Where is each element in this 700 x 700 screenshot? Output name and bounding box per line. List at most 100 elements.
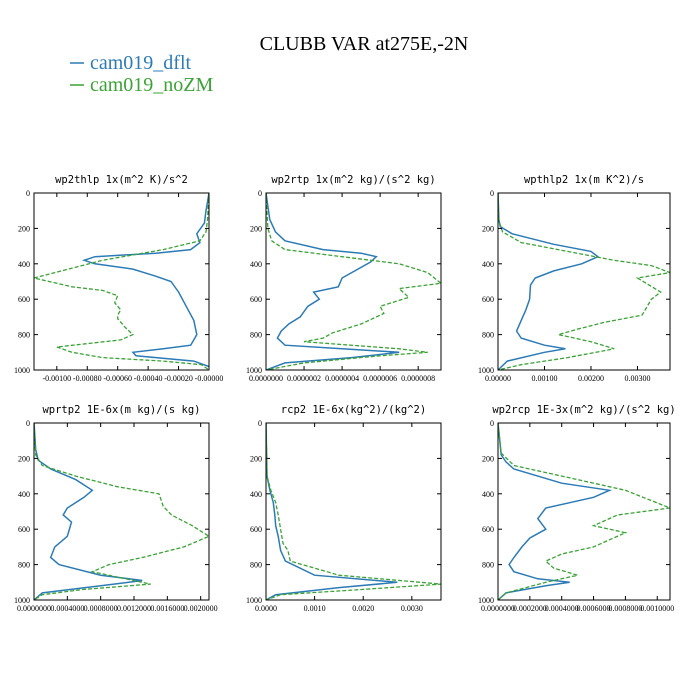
x-tick-label: 0.0000000: [481, 604, 515, 613]
x-tick-label: 0.0004000: [545, 604, 579, 613]
y-tick-label: 800: [250, 331, 262, 340]
series-line-dflt: [266, 423, 398, 600]
x-tick-label: 0.0010000: [640, 604, 674, 613]
x-tick-label: 0.0008000: [84, 604, 118, 613]
panel-2: wp2rtp 1x(m^2 kg)/(s^2 kg) 0 200 400 600 800 1…: [246, 174, 442, 383]
series-line-nozm: [34, 193, 209, 370]
plot-frame: [33, 192, 210, 371]
x-tick-label: -0.00000: [195, 374, 224, 383]
y-tick-label: 1000: [246, 366, 262, 375]
y-tick-label: 0: [258, 419, 262, 428]
y-tick-label: 600: [18, 295, 30, 304]
legend-label-nozm: cam019_noZM: [90, 74, 214, 96]
x-tick-label: 0.0000002: [287, 374, 321, 383]
plot-frame: [497, 422, 671, 601]
series-line-dflt: [498, 423, 613, 600]
panel-6: wp2rcp 1E-3x(m^2 kg)/(s^2 kg) 0 200 400 600 8…: [478, 404, 676, 613]
series-line-nozm: [498, 423, 670, 600]
panel-4: wprtp2 1E-6x(m kg)/(s kg) 0 200 400 600 800 10…: [14, 404, 218, 613]
series-line-dflt: [266, 193, 400, 370]
y-tick-label: 800: [18, 331, 30, 340]
x-tick-label: 0.0000000: [17, 604, 51, 613]
y-tick-label: 1000: [14, 596, 30, 605]
series-line-dflt: [81, 193, 209, 368]
x-tick-label: -0.00020: [164, 374, 193, 383]
x-tick-label: 0.0004000: [50, 604, 84, 613]
panel-title: rcp2 1E-6x(kg^2)/(kg^2): [281, 404, 426, 416]
x-tick-label: -0.00100: [42, 374, 71, 383]
x-tick-label: -0.00060: [103, 374, 132, 383]
y-tick-label: 200: [250, 224, 262, 233]
x-tick-label: 0.00100: [531, 374, 557, 383]
panel-title: wp2thlp 1x(m^2 K)/s^2: [55, 174, 188, 186]
x-tick-label: 0.0000000: [249, 374, 283, 383]
x-tick-label: 0.0020: [352, 604, 374, 613]
plot-frame: [497, 192, 671, 371]
x-tick-label: 0.0002000: [513, 604, 547, 613]
y-tick-label: 200: [18, 454, 30, 463]
x-tick-label: 0.0006000: [577, 604, 611, 613]
y-tick-label: 0: [490, 419, 494, 428]
figure-title: CLUBB VAR at275E,-2N: [260, 33, 469, 55]
series-line-nozm: [34, 423, 209, 600]
y-tick-label: 0: [26, 419, 30, 428]
y-tick-label: 800: [18, 561, 30, 570]
x-tick-label: 0.0020000: [184, 604, 218, 613]
y-tick-label: 200: [250, 454, 262, 463]
y-tick-label: 1000: [246, 596, 262, 605]
plot-frame: [33, 422, 210, 601]
x-tick-label: 0.0012000: [117, 604, 151, 613]
y-tick-label: 400: [18, 260, 30, 269]
x-tick-label: 0.00300: [624, 374, 650, 383]
plot-frame: [265, 422, 442, 601]
y-tick-label: 800: [250, 561, 262, 570]
panel-title: wpthlp2 1x(m K^2)/s: [524, 174, 644, 186]
y-tick-label: 400: [250, 490, 262, 499]
y-tick-label: 1000: [478, 366, 494, 375]
y-tick-label: 600: [250, 295, 262, 304]
y-tick-label: 200: [18, 224, 30, 233]
y-tick-label: 0: [490, 189, 494, 198]
series-line-dflt: [498, 193, 600, 370]
x-tick-label: 0.0000004: [325, 374, 359, 383]
legend-label-dflt: cam019_dflt: [90, 52, 192, 74]
x-tick-label: 0.00000: [485, 374, 511, 383]
x-tick-label: 0.0008000: [608, 604, 642, 613]
series-line-dflt: [34, 423, 143, 600]
panel-title: wp2rtp 1x(m^2 kg)/(s^2 kg): [271, 174, 435, 186]
x-tick-label: 0.0016000: [150, 604, 184, 613]
x-tick-label: 0.0000008: [401, 374, 435, 383]
x-tick-label: 0.00200: [578, 374, 604, 383]
y-tick-label: 800: [482, 331, 494, 340]
y-tick-label: 0: [26, 189, 30, 198]
x-tick-label: 0.0010: [304, 604, 326, 613]
y-tick-label: 600: [482, 295, 494, 304]
y-tick-label: 1000: [14, 366, 30, 375]
y-tick-label: 400: [482, 260, 494, 269]
panel-3: wpthlp2 1x(m K^2)/s020040060080010000.00…: [478, 174, 671, 383]
x-tick-label: -0.00080: [73, 374, 102, 383]
y-tick-label: 600: [482, 525, 494, 534]
y-tick-label: 800: [482, 561, 494, 570]
panel-title: wp2rcp 1E-3x(m^2 kg)/(s^2 kg): [492, 404, 675, 416]
y-tick-label: 200: [482, 224, 494, 233]
y-tick-label: 400: [482, 490, 494, 499]
series-line-nozm: [498, 193, 670, 370]
x-tick-label: -0.00040: [134, 374, 163, 383]
y-tick-label: 1000: [478, 596, 494, 605]
panel-5: rcp2 1E-6x(kg^2)/(kg^2) 0 200 400 600 800 1000…: [246, 404, 442, 613]
x-tick-label: 0.0030: [401, 604, 423, 613]
panel-1: wp2thlp 1x(m^2 K)/s^2 0 200 400 600 800 1000 -0…: [14, 174, 223, 383]
y-tick-label: 600: [18, 525, 30, 534]
series-line-nozm: [266, 423, 441, 600]
x-tick-label: 0.0000006: [363, 374, 397, 383]
y-tick-label: 600: [250, 525, 262, 534]
panels: wp2thlp 1x(m^2 K)/s^2 0 200 400 600 800 1000 -0…: [14, 174, 676, 613]
y-tick-label: 0: [258, 189, 262, 198]
series-line-nozm: [266, 193, 441, 370]
panel-title: wprtp2 1E-6x(m kg)/(s kg): [42, 404, 200, 416]
y-tick-label: 200: [482, 454, 494, 463]
x-tick-label: 0.0000: [255, 604, 277, 613]
y-tick-label: 400: [18, 490, 30, 499]
